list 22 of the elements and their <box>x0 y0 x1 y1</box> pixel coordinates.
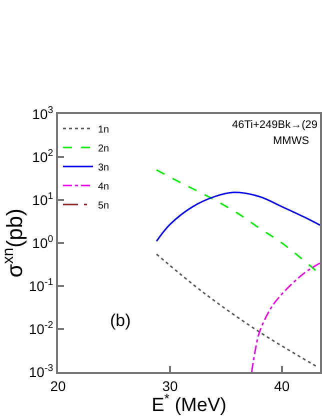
y-tick-label: 10$^{-2}$ <box>28 320 54 337</box>
legend-label: 3n <box>98 162 110 174</box>
annotation: (b) <box>110 311 131 330</box>
line-series <box>156 192 320 242</box>
legend-label: 1n <box>98 124 110 136</box>
y-tick-label: 10$^{1}$ <box>32 191 54 208</box>
annotation: MMWS <box>273 135 310 147</box>
legend-label: 4n <box>98 181 110 192</box>
y-tick-label: 10$^{-3}$ <box>28 363 54 380</box>
legend-label: 2n <box>98 143 110 154</box>
annotation: 46Ti+249Bk→(29 <box>232 119 318 131</box>
y-tick-label: 10$^{3}$ <box>32 105 54 122</box>
x-tick-label: 40 <box>274 378 290 394</box>
line-series <box>250 262 320 372</box>
x-axis-title: E$^{*}$ (MeV) <box>152 391 226 416</box>
x-tick-label: 30 <box>162 378 178 394</box>
line-series <box>156 253 319 368</box>
y-tick-label: 10$^{-1}$ <box>28 277 54 294</box>
y-tick-label: 10$^{2}$ <box>32 148 54 165</box>
y-tick-label: 10$^{0}$ <box>32 234 54 251</box>
x-tick-label: 20 <box>50 378 66 394</box>
legend-label: 5n <box>98 200 110 212</box>
